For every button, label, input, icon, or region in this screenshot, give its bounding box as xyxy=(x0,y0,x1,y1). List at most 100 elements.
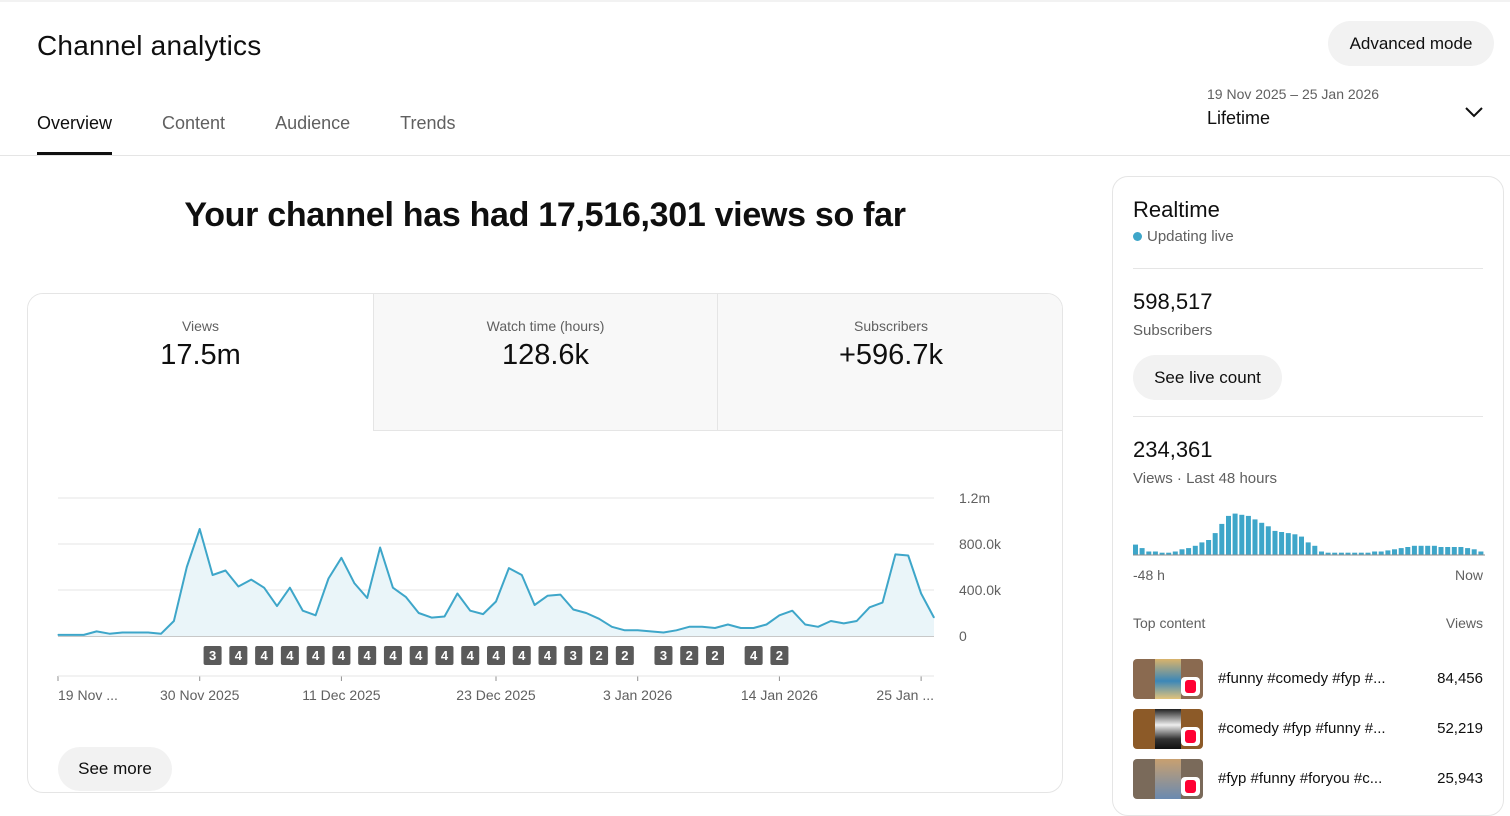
top-content-row[interactable]: #comedy #fyp #funny #... 52,219 xyxy=(1133,709,1483,749)
upload-marker xyxy=(409,646,428,665)
realtime-bar xyxy=(1325,552,1331,555)
upload-marker xyxy=(512,646,531,665)
tab-audience[interactable]: Audience xyxy=(275,113,351,133)
realtime-bar xyxy=(1365,552,1371,555)
realtime-bar xyxy=(1239,514,1245,556)
live-dot-icon xyxy=(1133,232,1142,241)
date-range-text[interactable]: 19 Nov 2025 – 25 Jan 2026 xyxy=(1207,86,1380,102)
data-point xyxy=(624,629,626,631)
see-live-count-button[interactable]: See live count xyxy=(1133,355,1282,400)
data-point xyxy=(315,614,317,616)
data-point xyxy=(804,623,806,626)
metric-label: Watch time (hours) xyxy=(486,318,605,334)
data-point xyxy=(263,587,265,589)
data-point xyxy=(611,626,613,628)
upload-marker-label: 4 xyxy=(467,648,475,663)
views-line-chart: 1.2m 800.0k 400.0k 0 19 Nov ... 30 Nov 2025 11… xyxy=(57,490,1002,703)
data-point xyxy=(894,553,896,555)
top-content-label: Top content xyxy=(1133,615,1206,631)
upload-marker-label: 4 xyxy=(286,648,294,663)
tab-trends[interactable]: Trends xyxy=(400,113,456,133)
subscriber-count: 598,517 xyxy=(1133,289,1213,314)
metric-tab-watch-time[interactable]: Watch time (hours) 128.6k xyxy=(373,294,717,431)
see-more-button[interactable]: See more xyxy=(58,747,172,791)
data-point xyxy=(443,615,446,618)
video-views: 52,219 xyxy=(1437,720,1483,737)
data-point xyxy=(302,610,304,612)
data-point xyxy=(546,595,549,597)
realtime-bar xyxy=(1312,545,1318,555)
data-point xyxy=(276,605,278,607)
data-point xyxy=(662,631,665,634)
x-tick-label: 14 Jan 2026 xyxy=(741,687,818,703)
realtime-bar xyxy=(1285,533,1291,555)
metric-label: Subscribers xyxy=(854,318,928,334)
data-point xyxy=(186,566,188,568)
upload-marker xyxy=(615,646,634,665)
realtime-bar xyxy=(1139,548,1145,555)
mini-axis-start: -48 h xyxy=(1133,567,1165,583)
data-point xyxy=(430,617,433,619)
period-selector[interactable]: Lifetime xyxy=(1207,108,1271,128)
realtime-card: Realtime Updating live 598,517 Subscribe… xyxy=(1112,176,1504,816)
upload-marker-label: 2 xyxy=(595,648,602,663)
data-point xyxy=(495,600,497,603)
data-point xyxy=(778,614,781,616)
upload-marker-label: 3 xyxy=(209,648,216,663)
realtime-bar xyxy=(1465,548,1471,555)
data-point xyxy=(508,567,510,569)
realtime-bar xyxy=(1133,544,1138,555)
advanced-mode-button[interactable]: Advanced mode xyxy=(1328,21,1494,66)
upload-marker-label: 2 xyxy=(776,648,783,663)
realtime-bar xyxy=(1451,547,1457,556)
data-point xyxy=(366,597,368,599)
realtime-bar xyxy=(1458,547,1464,556)
data-point xyxy=(456,592,458,595)
metric-value: 17.5m xyxy=(160,339,241,371)
upload-marker xyxy=(487,646,505,665)
data-point xyxy=(933,617,935,619)
data-point xyxy=(521,574,523,576)
tab-content[interactable]: Content xyxy=(162,113,226,133)
realtime-bar xyxy=(1159,552,1165,555)
x-tick-label: 19 Nov ... xyxy=(58,687,118,703)
realtime-bar xyxy=(1392,549,1397,556)
metric-tab-views[interactable]: Views 17.5m xyxy=(28,294,373,431)
views-48h-count: 234,361 xyxy=(1133,437,1213,462)
data-point xyxy=(237,585,239,588)
upload-marker xyxy=(770,646,789,665)
y-tick-label: 400.0k xyxy=(959,582,1002,598)
upload-marker-label: 4 xyxy=(415,648,423,663)
realtime-bar xyxy=(1245,515,1251,555)
video-thumbnail xyxy=(1133,759,1203,799)
tab-overview[interactable]: Overview xyxy=(37,113,113,155)
realtime-bar xyxy=(1279,532,1285,555)
data-point xyxy=(856,620,858,622)
metric-value: +596.7k xyxy=(838,339,943,371)
x-tick-label: 25 Jan ... xyxy=(876,687,934,703)
upload-marker-label: 4 xyxy=(261,648,269,663)
realtime-bar xyxy=(1152,551,1158,555)
data-point xyxy=(534,604,536,606)
upload-marker xyxy=(332,646,351,665)
upload-marker xyxy=(590,646,609,665)
metrics-card: Views 17.5m Watch time (hours) 128.6k Su… xyxy=(27,293,1063,793)
upload-marker-label: 4 xyxy=(235,648,243,663)
data-point xyxy=(57,634,59,636)
realtime-bar xyxy=(1146,551,1152,555)
realtime-bar xyxy=(1372,551,1378,555)
data-point xyxy=(121,631,124,634)
top-content-row[interactable]: #funny #comedy #fyp #... 84,456 xyxy=(1133,659,1483,699)
top-content-row[interactable]: #fyp #funny #foryou #c... 25,943 xyxy=(1133,759,1483,799)
live-status: Updating live xyxy=(1133,228,1234,245)
metric-tab-subscribers[interactable]: Subscribers +596.7k xyxy=(717,294,1062,431)
data-point xyxy=(83,634,85,636)
realtime-bar xyxy=(1385,550,1391,555)
page-title: Channel analytics xyxy=(37,30,262,61)
chevron-down-icon[interactable] xyxy=(1462,100,1486,124)
data-point xyxy=(250,579,252,581)
mini-axis-end: Now xyxy=(1454,567,1483,583)
video-thumbnail xyxy=(1133,709,1203,749)
realtime-bar xyxy=(1265,526,1271,556)
realtime-bar xyxy=(1305,542,1311,556)
